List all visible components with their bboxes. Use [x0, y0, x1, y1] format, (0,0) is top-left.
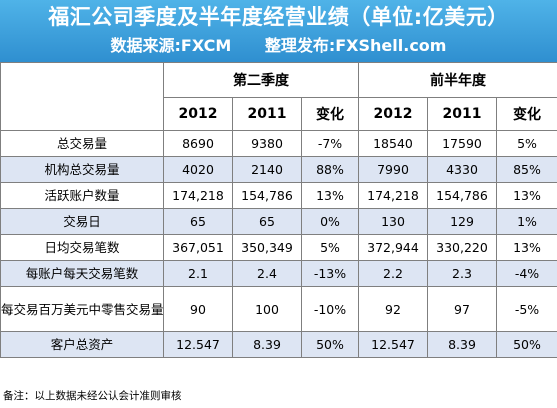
cell-q2-2012: 65 — [163, 208, 233, 235]
source-label: 数据来源:FXCM — [110, 36, 232, 55]
row-label: 总交易量 — [0, 130, 164, 157]
col-header-h1-2012: 2012 — [358, 97, 428, 131]
cell-q2-2012: 12.547 — [163, 331, 233, 358]
col-header-q2-2011: 2011 — [232, 97, 302, 131]
table-row: 交易日 65 65 0% 130 129 1% — [0, 208, 557, 235]
page-title: 福汇公司季度及半年度经营业绩（单位:亿美元） — [48, 5, 509, 29]
cell-h1-2012: 2.2 — [358, 260, 428, 287]
cell-h1-2012: 372,944 — [358, 234, 428, 261]
cell-q2-2012: 8690 — [163, 130, 233, 157]
cell-h1-change: 5% — [496, 130, 557, 157]
cell-q2-2012: 174,218 — [163, 182, 233, 209]
corner-cell — [0, 62, 164, 131]
cell-q2-2012: 367,051 — [163, 234, 233, 261]
row-label: 交易日 — [0, 208, 164, 235]
cell-q2-change: 0% — [301, 208, 359, 235]
row-label: 每交易百万美元中零售交易量（单位:美元) — [0, 286, 164, 332]
cell-h1-2012: 130 — [358, 208, 428, 235]
cell-h1-2011: 2.3 — [427, 260, 497, 287]
cell-q2-change: -13% — [301, 260, 359, 287]
col-header-h1-change: 变化 — [496, 97, 557, 131]
publisher-label: 整理发布:FXShell.com — [264, 36, 447, 55]
cell-q2-change: -10% — [301, 286, 359, 332]
cell-h1-change: 85% — [496, 156, 557, 183]
col-header-q2-2012: 2012 — [163, 97, 233, 131]
cell-q2-2011: 2.4 — [232, 260, 302, 287]
year-header-row: 2012 2011 变化 2012 2011 变化 — [1, 97, 557, 131]
results-table: 第二季度 前半年度 2012 2011 变化 2012 2011 变化 总交易量… — [0, 62, 557, 358]
cell-q2-2011: 350,349 — [232, 234, 302, 261]
table-row: 客户总资产 12.547 8.39 50% 12.547 8.39 50% — [0, 331, 557, 358]
cell-h1-2012: 92 — [358, 286, 428, 332]
cell-q2-2011: 9380 — [232, 130, 302, 157]
row-label: 日均交易笔数 — [0, 234, 164, 261]
cell-h1-2011: 4330 — [427, 156, 497, 183]
cell-q2-2011: 65 — [232, 208, 302, 235]
row-label: 每账户每天交易笔数 — [0, 260, 164, 287]
cell-h1-2012: 12.547 — [358, 331, 428, 358]
group-header-row: 第二季度 前半年度 — [0, 62, 557, 131]
cell-q2-2011: 154,786 — [232, 182, 302, 209]
col-header-q2-change: 变化 — [301, 97, 359, 131]
cell-h1-change: 50% — [496, 331, 557, 358]
table-row: 日均交易笔数 367,051 350,349 5% 372,944 330,22… — [0, 234, 557, 261]
table-row: 每交易百万美元中零售交易量（单位:美元) 90 100 -10% 92 97 -… — [0, 286, 557, 332]
cell-q2-change: -7% — [301, 130, 359, 157]
cell-h1-2012: 174,218 — [358, 182, 428, 209]
cell-h1-2011: 154,786 — [427, 182, 497, 209]
cell-h1-2011: 8.39 — [427, 331, 497, 358]
row-label: 机构总交易量 — [0, 156, 164, 183]
cell-h1-2011: 129 — [427, 208, 497, 235]
cell-h1-change: 1% — [496, 208, 557, 235]
footnote: 备注：以上数据未经公认会计准则审核 — [3, 390, 182, 402]
cell-h1-change: -5% — [496, 286, 557, 332]
cell-q2-change: 5% — [301, 234, 359, 261]
table-row: 每账户每天交易笔数 2.1 2.4 -13% 2.2 2.3 -4% — [0, 260, 557, 287]
col-header-h1-2011: 2011 — [427, 97, 497, 131]
table-row: 总交易量 8690 9380 -7% 18540 17590 5% — [0, 130, 557, 157]
cell-q2-change: 50% — [301, 331, 359, 358]
cell-q2-2012: 2.1 — [163, 260, 233, 287]
header-banner: 福汇公司季度及半年度经营业绩（单位:亿美元） 数据来源:FXCM 整理发布:FX… — [0, 0, 557, 62]
cell-h1-2011: 97 — [427, 286, 497, 332]
group-header-q2: 第二季度 — [163, 62, 359, 98]
group-header-h1: 前半年度 — [358, 62, 557, 98]
source-line: 数据来源:FXCM 整理发布:FXShell.com — [0, 33, 557, 59]
cell-h1-change: -4% — [496, 260, 557, 287]
cell-h1-2011: 17590 — [427, 130, 497, 157]
cell-h1-change: 13% — [496, 182, 557, 209]
cell-q2-2011: 100 — [232, 286, 302, 332]
cell-h1-change: 13% — [496, 234, 557, 261]
cell-q2-change: 88% — [301, 156, 359, 183]
cell-h1-2012: 18540 — [358, 130, 428, 157]
row-label: 客户总资产 — [0, 331, 164, 358]
cell-q2-2012: 90 — [163, 286, 233, 332]
cell-q2-2011: 8.39 — [232, 331, 302, 358]
cell-h1-2012: 7990 — [358, 156, 428, 183]
table-row: 机构总交易量 4020 2140 88% 7990 4330 85% — [0, 156, 557, 183]
cell-q2-2011: 2140 — [232, 156, 302, 183]
cell-h1-2011: 330,220 — [427, 234, 497, 261]
table-row: 活跃账户数量 174,218 154,786 13% 174,218 154,7… — [0, 182, 557, 209]
cell-q2-2012: 4020 — [163, 156, 233, 183]
cell-q2-change: 13% — [301, 182, 359, 209]
row-label: 活跃账户数量 — [0, 182, 164, 209]
